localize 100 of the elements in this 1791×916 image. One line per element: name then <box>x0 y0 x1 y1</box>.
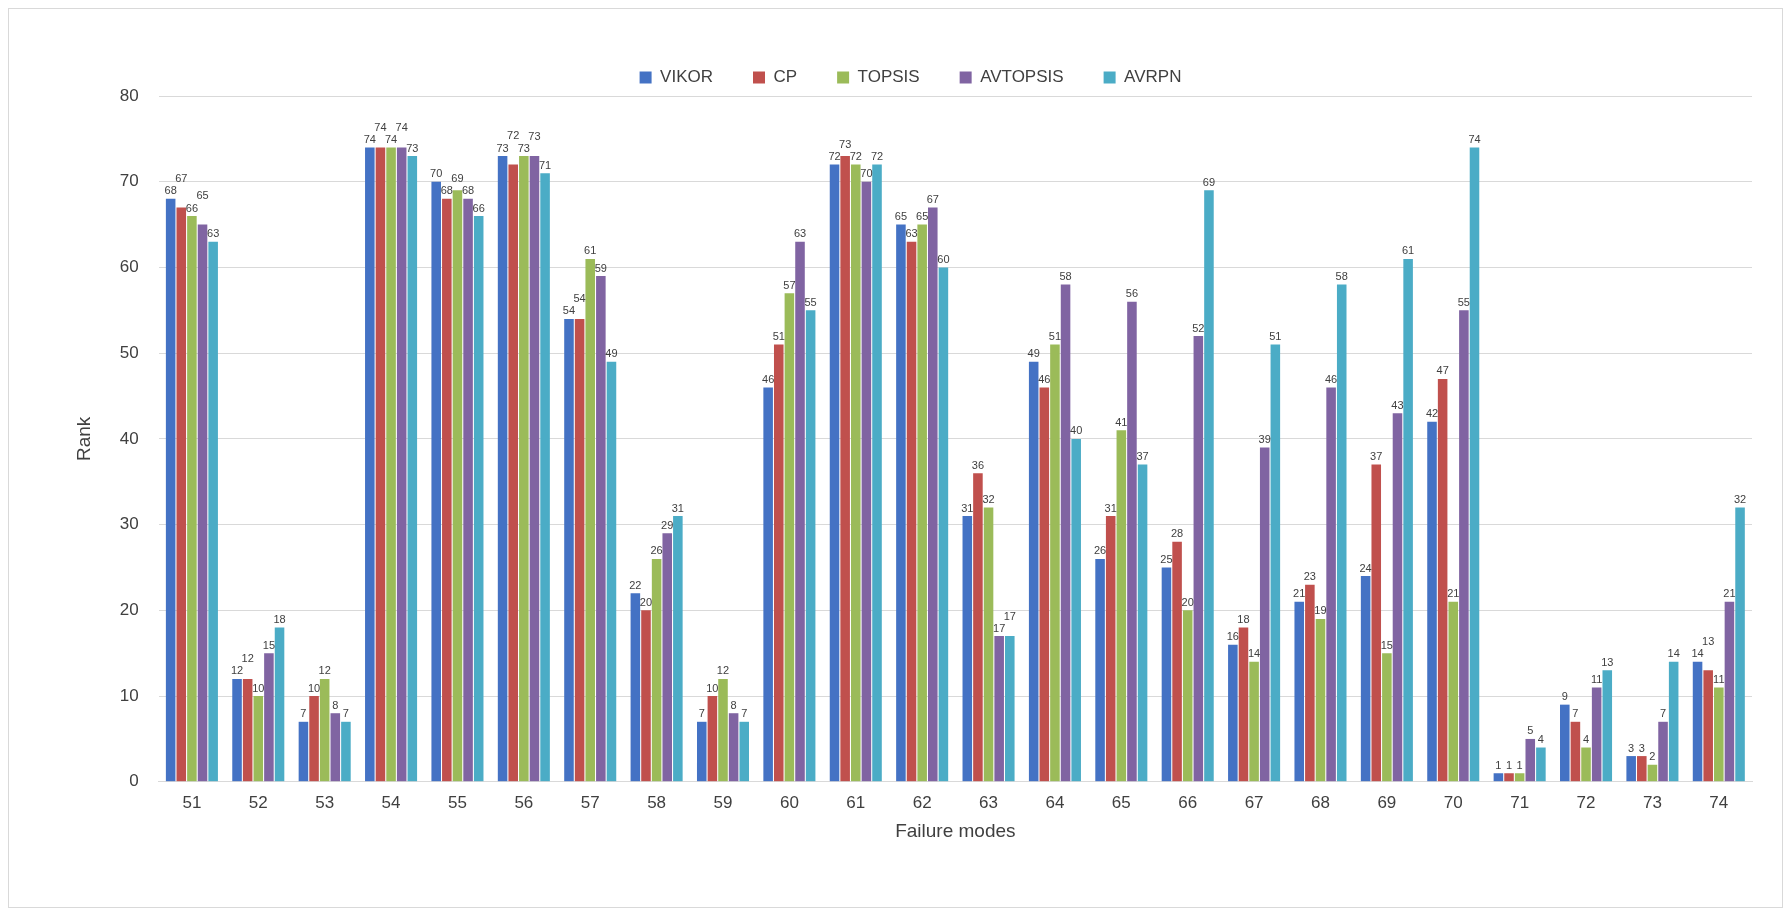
data-label: 8 <box>730 698 737 711</box>
bar <box>330 713 341 782</box>
y-tick-label: 60 <box>119 257 139 277</box>
bar <box>1724 601 1735 782</box>
data-label: 39 <box>1258 433 1271 445</box>
data-label: 12 <box>241 652 254 665</box>
bar <box>1028 361 1039 782</box>
data-label: 15 <box>1380 638 1393 651</box>
bar <box>1469 147 1480 782</box>
data-label: 74 <box>1468 132 1481 145</box>
bar <box>1459 310 1469 782</box>
x-tick-label: 57 <box>580 792 600 812</box>
bar <box>641 610 651 782</box>
data-label: 49 <box>1027 347 1040 360</box>
y-tick-label: 10 <box>119 685 139 705</box>
bar <box>1238 627 1249 782</box>
bar <box>651 558 662 782</box>
bar <box>386 147 396 782</box>
x-tick-label: 66 <box>1178 792 1198 812</box>
x-tick-label: 71 <box>1510 792 1530 812</box>
bar <box>896 224 906 782</box>
bar <box>962 516 973 782</box>
data-label: 66 <box>472 201 485 214</box>
bar <box>1626 756 1636 782</box>
x-tick-label: 54 <box>381 792 401 812</box>
data-label: 68 <box>164 184 177 197</box>
data-label: 74 <box>384 132 398 145</box>
data-label: 20 <box>639 595 653 608</box>
bar <box>973 473 983 782</box>
data-label: 46 <box>762 373 775 385</box>
data-label: 10 <box>307 681 321 694</box>
data-label: 19 <box>1314 604 1327 617</box>
bar <box>1668 661 1679 782</box>
x-tick-label: 67 <box>1244 792 1264 812</box>
x-tick-label: 60 <box>779 792 799 812</box>
data-label: 49 <box>605 347 618 360</box>
data-label: 56 <box>1125 287 1139 300</box>
data-label: 14 <box>1247 647 1261 660</box>
data-label: 3 <box>1628 741 1635 754</box>
bar <box>442 198 452 782</box>
bar <box>1095 558 1105 782</box>
bar <box>540 173 550 782</box>
data-label: 54 <box>573 292 586 305</box>
x-axis-title: Failure modes <box>895 819 1016 841</box>
data-label: 32 <box>1733 493 1747 506</box>
data-label: 46 <box>1038 373 1051 385</box>
bar <box>1658 721 1668 782</box>
bar <box>1193 336 1204 782</box>
bar <box>983 507 994 782</box>
bar <box>1504 773 1514 782</box>
bar <box>739 721 750 782</box>
bar <box>840 156 850 782</box>
bar <box>1448 601 1459 782</box>
x-tick-label: 58 <box>647 792 667 812</box>
bar <box>197 224 208 782</box>
bar <box>630 593 641 782</box>
bar <box>407 156 418 782</box>
bar <box>232 678 242 782</box>
bar <box>1591 687 1602 782</box>
y-axis-title: Rank <box>72 416 94 462</box>
data-label: 28 <box>1170 527 1184 540</box>
data-label: 37 <box>1136 450 1149 463</box>
bar <box>917 224 927 782</box>
bar <box>1570 721 1581 782</box>
legend-label: VIKOR <box>660 67 713 87</box>
bar <box>1525 738 1536 782</box>
data-label: 69 <box>1202 175 1216 188</box>
legend-label: AVTOPSIS <box>980 67 1064 87</box>
bar <box>1259 447 1270 782</box>
bar <box>1005 636 1015 782</box>
bar <box>1270 344 1281 782</box>
data-label: 72 <box>828 150 841 163</box>
data-label: 72 <box>870 150 884 163</box>
data-label: 22 <box>629 578 642 591</box>
data-label: 7 <box>1572 707 1579 720</box>
data-label: 31 <box>1104 501 1117 514</box>
data-label: 51 <box>772 330 785 343</box>
bar <box>208 241 218 782</box>
bar <box>274 627 285 782</box>
bar <box>1315 618 1326 782</box>
data-label: 70 <box>430 167 443 180</box>
bar <box>938 267 949 782</box>
data-label: 71 <box>538 158 552 171</box>
bar <box>1294 601 1305 782</box>
bar <box>773 344 784 782</box>
bar <box>1050 344 1060 782</box>
x-tick-label: 65 <box>1111 792 1131 812</box>
data-label: 61 <box>584 244 597 257</box>
bar <box>1228 644 1238 782</box>
x-tick-label: 70 <box>1443 792 1463 812</box>
data-label: 3 <box>1638 741 1645 754</box>
data-label: 11 <box>1590 673 1603 686</box>
x-tick-label: 69 <box>1377 792 1397 812</box>
bar <box>431 181 441 782</box>
bar <box>298 721 309 782</box>
data-label: 37 <box>1370 450 1383 463</box>
data-label: 58 <box>1059 270 1072 283</box>
data-label: 25 <box>1160 553 1173 566</box>
data-label: 12 <box>318 664 331 677</box>
x-tick-label: 53 <box>315 792 335 812</box>
